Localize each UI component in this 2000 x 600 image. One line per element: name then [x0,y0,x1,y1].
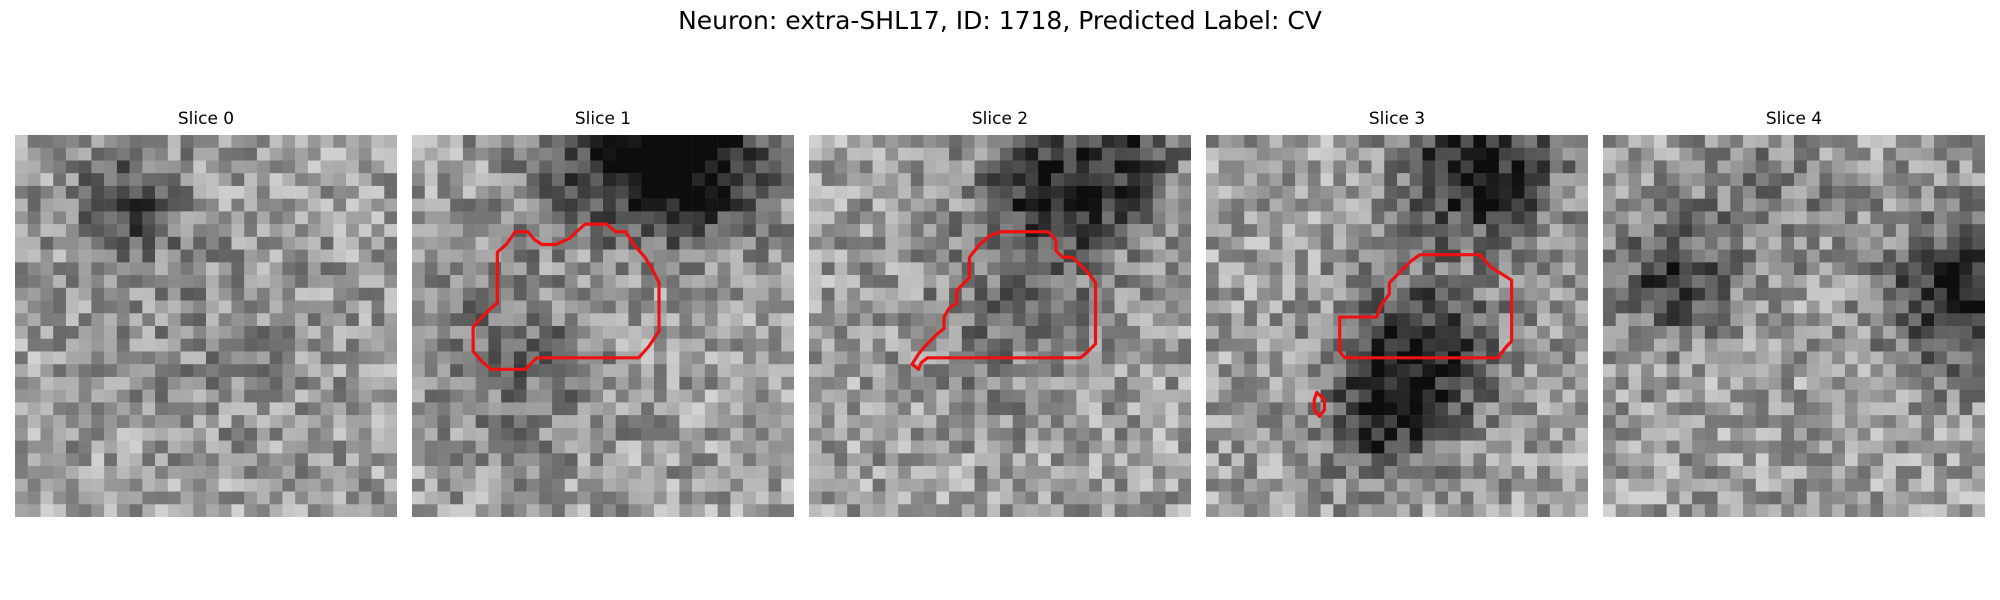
slice-title: Slice 4 [1765,109,1823,129]
segmentation-contour [471,222,661,371]
slice-title: Slice 0 [177,109,235,129]
segmentation-contour [1312,253,1514,418]
slice-image [1206,135,1588,517]
slice-panel-0: Slice 0 [15,108,397,517]
slice-title: Slice 1 [574,109,632,129]
slice-panel-4: Slice 4 [1603,108,1985,517]
slice-image [809,135,1191,517]
slice-image [15,135,397,517]
slice-title: Slice 2 [971,109,1029,129]
slice-panel-3: Slice 3 [1206,108,1588,517]
slice-image [412,135,794,517]
slice-panel-2: Slice 2 [809,108,1191,517]
slice-image [1603,135,1985,517]
slice-panel-1: Slice 1 [412,108,794,517]
slice-title: Slice 3 [1368,109,1426,129]
segmentation-contour [910,230,1098,371]
figure-title: Neuron: extra-SHL17, ID: 1718, Predicted… [678,6,1322,35]
